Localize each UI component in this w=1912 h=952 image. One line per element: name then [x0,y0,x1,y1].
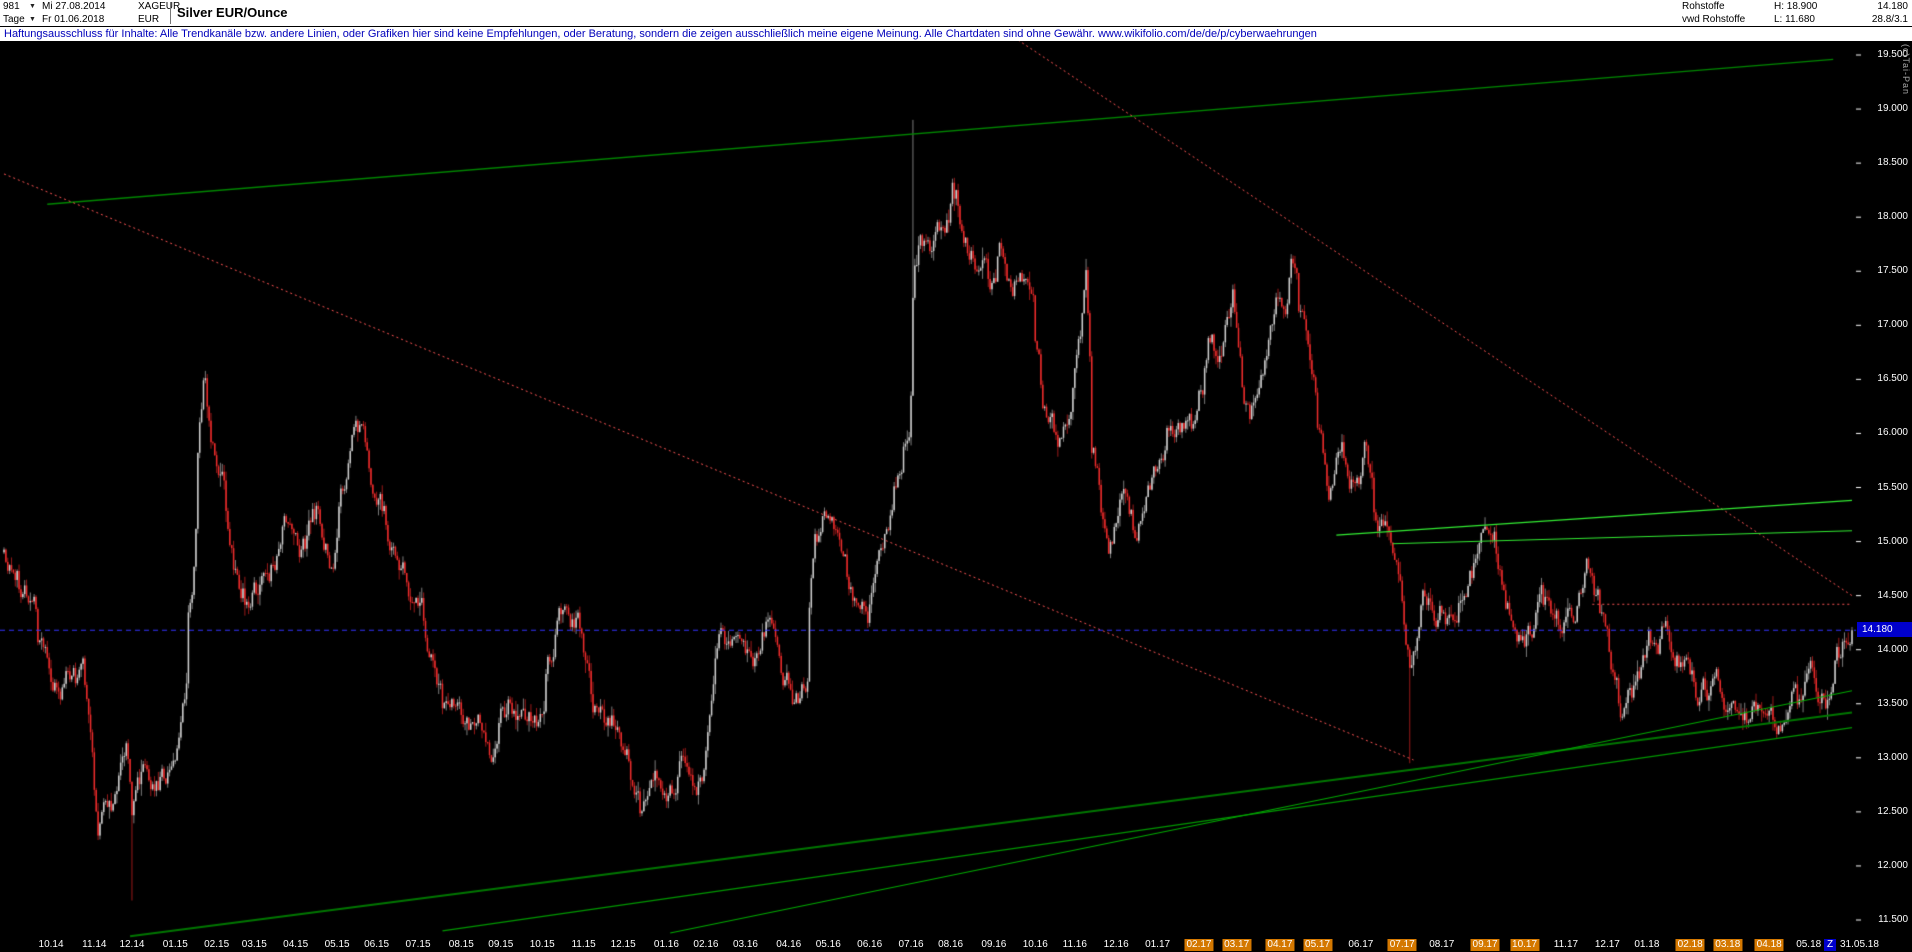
x-axis-label: 04.15 [283,939,309,950]
bars-dropdown-icon[interactable]: ▼ [29,3,36,10]
period-low: L: 11.680 [1774,14,1815,25]
x-axis-label: 02.15 [204,939,230,950]
period-dropdown-icon[interactable]: ▼ [29,16,36,23]
x-axis-label: 05.16 [815,939,841,950]
x-axis-label: 01.15 [162,939,188,950]
end-marker: Z [1824,939,1837,951]
header-divider [170,2,171,24]
x-axis-label: 01.18 [1634,939,1660,950]
x-axis-label-highlighted: 02.18 [1675,939,1705,951]
x-axis-label-highlighted: 04.18 [1754,939,1784,951]
x-axis-label: 08.15 [448,939,474,950]
x-axis-label: 10.14 [38,939,64,950]
x-axis-label: 12.16 [1103,939,1129,950]
x-axis-label: 05.18 [1796,939,1822,950]
x-axis-label-highlighted: 03.17 [1222,939,1252,951]
x-axis-label: 02.16 [693,939,719,950]
disclaimer-text: Haftungsausschluss für Inhalte: Alle Tre… [0,27,1912,41]
x-axis-label: 12.15 [610,939,636,950]
x-axis-label: 01.17 [1145,939,1171,950]
header-quote-panel: Rohstoffe H: 18.900 14.180 vwd Rohstoffe… [1682,0,1908,26]
x-axis-label: 03.15 [241,939,267,950]
date-axis: 10.14 11.14 12.14 01.15 02.15 03.15 04.15 05.15… [0,938,1912,952]
copyright-label: (c)Tai-Pan [1901,44,1911,96]
x-axis-label: 10.16 [1022,939,1048,950]
x-axis-label-highlighted: 07.17 [1387,939,1417,951]
instrument-title: Silver EUR/Ounce [177,5,288,20]
x-axis-label: 09.15 [488,939,514,950]
x-axis-label-highlighted: 03.18 [1713,939,1743,951]
x-axis-label: 11.16 [1062,939,1087,950]
x-axis-label: 09.16 [981,939,1007,950]
x-axis-label: 06.15 [364,939,390,950]
x-axis-label-highlighted: 10.17 [1510,939,1540,951]
x-axis-label-highlighted: 05.17 [1303,939,1333,951]
x-axis-label: 07.16 [898,939,924,950]
period-selector[interactable]: Tage [3,14,25,25]
feed-label: vwd Rohstoffe [1682,14,1746,25]
x-axis-label: 06.16 [857,939,883,950]
group-label: Rohstoffe [1682,1,1725,12]
x-axis-label: 03.16 [732,939,758,950]
x-axis-label: 08.16 [938,939,964,950]
period-high: H: 18.900 [1774,1,1818,12]
header-extra-info: 28.8/3.1 [1871,14,1908,25]
x-axis-label-highlighted: 02.17 [1184,939,1214,951]
end-date[interactable]: Fr 01.06.2018 [42,14,105,25]
x-axis-label-highlighted: 04.17 [1265,939,1295,951]
x-axis-label: 06.17 [1348,939,1374,950]
x-axis-label: 11.14 [82,939,107,950]
start-date[interactable]: Mi 27.08.2014 [42,1,106,12]
x-axis-label: 04.16 [776,939,802,950]
x-axis-label: 01.16 [653,939,679,950]
header-row-1: 981 ▼ Mi 27.08.2014 XAGEUR [0,0,1912,13]
chart-header: 981 ▼ Mi 27.08.2014 XAGEUR Tage ▼ Fr 01.… [0,0,1912,27]
currency-label: EUR [138,14,160,25]
x-axis-label: 05.15 [324,939,350,950]
symbol-label: XAGEUR [138,1,181,12]
x-axis-label: 07.15 [405,939,431,950]
header-last-price: 14.180 [1877,1,1908,12]
candlestick-chart-canvas[interactable] [0,41,1912,938]
header-row-2: Tage ▼ Fr 01.06.2018 EUR [0,13,1912,26]
x-axis-label: 08.17 [1429,939,1455,950]
x-axis-label: 12.14 [119,939,145,950]
bars-count[interactable]: 981 [3,1,20,12]
x-axis-label-highlighted: 09.17 [1470,939,1500,951]
last-price-marker: 14.180 [1857,622,1912,638]
last-price-marker-label: 14.180 [1862,624,1893,636]
end-date-label: 31.05.18 [1840,939,1879,950]
x-axis-label: 10.15 [529,939,555,950]
x-axis-label: 11.17 [1553,939,1579,950]
x-axis-label: 11.15 [571,939,596,950]
x-axis-label: 12.17 [1594,939,1620,950]
